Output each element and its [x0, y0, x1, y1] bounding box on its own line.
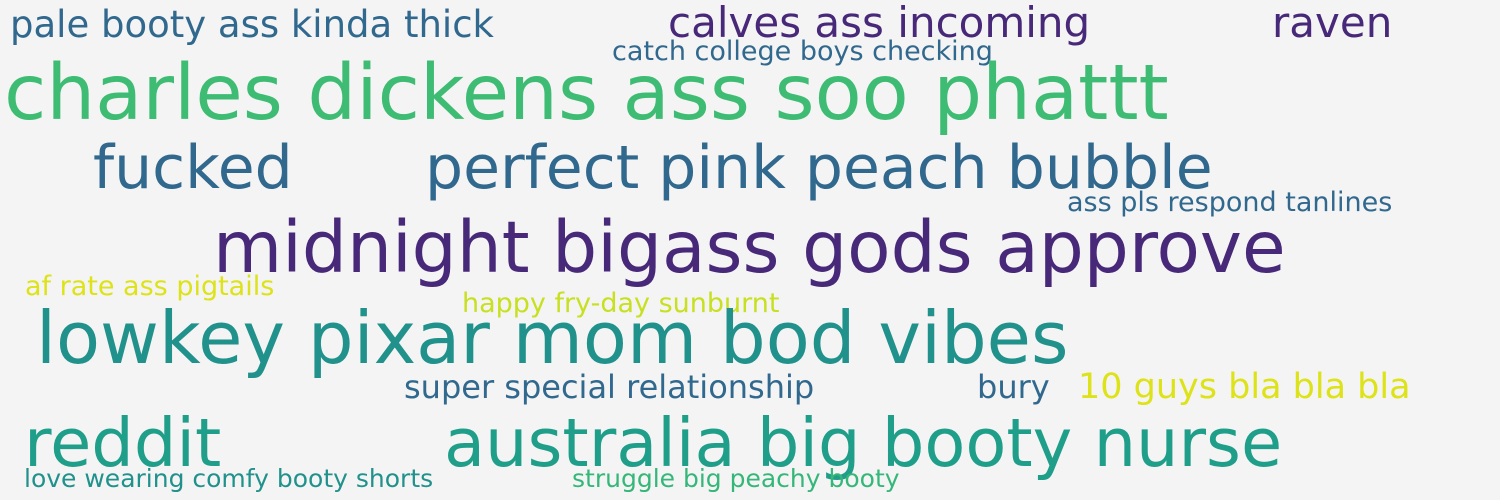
word-pale-booty-ass-kinda-thick: pale booty ass kinda thick [10, 3, 494, 46]
word-charles-dickens-ass-soo-phattt: charles dickens ass soo phattt [4, 49, 1169, 138]
word-af-rate-ass-pigtails: af rate ass pigtails [25, 271, 275, 302]
word-struggle-big-peachy-booty: struggle big peachy booty [572, 464, 900, 493]
word-lowkey-pixar-mom-bod-vibes: lowkey pixar mom bod vibes [36, 296, 1069, 380]
word-australia-big-booty-nurse: australia big booty nurse [444, 404, 1283, 482]
word-raven: raven [1272, 0, 1393, 47]
word-bury: bury [977, 368, 1050, 406]
word-calves-ass-incoming: calves ass incoming [668, 0, 1091, 47]
word-love-wearing-comfy-booty-shorts: love wearing comfy booty shorts [24, 464, 434, 493]
word-perfect-pink-peach-bubble: perfect pink peach bubble [425, 133, 1213, 203]
word-midnight-bigass-gods-approve: midnight bigass gods approve [213, 206, 1286, 289]
word-catch-college-boys-checking: catch college boys checking [612, 36, 993, 67]
word-fucked: fucked [93, 133, 293, 203]
word-happy-fry-day-sunburnt: happy fry-day sunburnt [462, 288, 780, 319]
word-super-special-relationship: super special relationship [404, 368, 815, 406]
word-10-guys-bla-bla-bla: 10 guys bla bla bla [1078, 367, 1411, 407]
word-ass-pls-respond-tanlines: ass pls respond tanlines [1067, 187, 1393, 218]
word-reddit: reddit [24, 404, 222, 482]
